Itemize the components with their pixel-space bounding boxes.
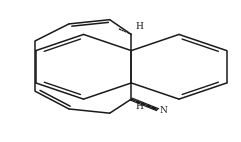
Text: N: N — [160, 106, 167, 115]
Text: H: H — [136, 102, 143, 111]
Text: H: H — [136, 22, 143, 31]
